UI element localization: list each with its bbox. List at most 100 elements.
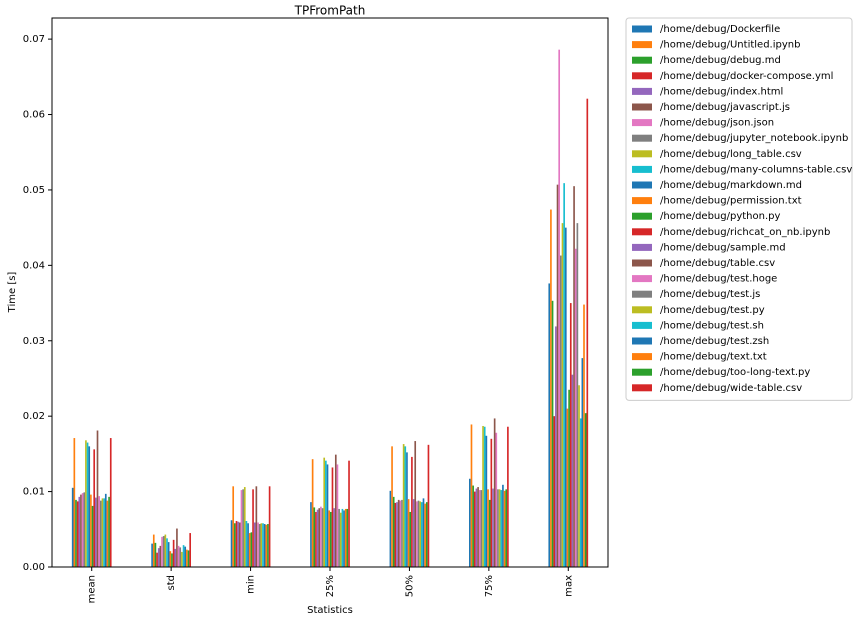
bar xyxy=(563,183,565,567)
bar xyxy=(311,459,314,567)
bar xyxy=(334,454,337,567)
legend-label: /home/debug/index.html xyxy=(660,86,783,97)
bar xyxy=(555,326,557,567)
bar xyxy=(189,533,191,567)
legend-swatch xyxy=(632,25,652,33)
bar xyxy=(310,502,312,567)
bar xyxy=(505,489,508,567)
bar xyxy=(71,487,74,567)
y-tick-label: 0.03 xyxy=(23,336,45,347)
bar xyxy=(235,520,238,567)
bar xyxy=(556,184,559,568)
legend-label: /home/debug/Untitled.ipynb xyxy=(660,40,800,51)
bar xyxy=(96,430,99,567)
legend-swatch xyxy=(632,87,652,95)
bar xyxy=(482,425,484,567)
bar xyxy=(472,485,474,567)
bar xyxy=(76,501,79,567)
bar xyxy=(104,493,107,567)
bar xyxy=(93,449,96,567)
bar xyxy=(558,49,561,567)
bar xyxy=(401,499,403,567)
bar xyxy=(325,460,327,567)
legend-swatch xyxy=(632,181,652,189)
bar xyxy=(318,508,321,567)
bar xyxy=(469,478,471,567)
bar xyxy=(85,440,87,567)
bar xyxy=(320,506,322,567)
bar xyxy=(483,426,486,567)
bar xyxy=(262,523,264,567)
bar xyxy=(409,511,412,567)
bar xyxy=(242,489,244,567)
legend-swatch xyxy=(632,290,652,298)
bar xyxy=(503,490,506,567)
legend-label: /home/debug/test.js xyxy=(660,289,760,300)
legend-label: /home/debug/test.sh xyxy=(660,320,764,331)
bar xyxy=(344,508,347,567)
bar xyxy=(492,488,494,567)
bar xyxy=(584,413,587,567)
y-tick-label: 0.02 xyxy=(23,411,45,422)
bar xyxy=(416,501,418,567)
bar xyxy=(156,552,158,567)
y-tick-label: 0.06 xyxy=(23,110,45,121)
x-tick-label: 50% xyxy=(404,575,415,597)
bar xyxy=(571,374,574,567)
bar xyxy=(177,545,180,567)
bar xyxy=(498,489,501,567)
legend-label: /home/debug/Dockerfile xyxy=(660,24,780,35)
bar xyxy=(159,545,162,567)
y-tick-label: 0.07 xyxy=(23,34,45,45)
bar xyxy=(495,432,498,567)
legend-swatch xyxy=(632,56,652,64)
bar xyxy=(487,489,489,567)
bar xyxy=(583,304,585,567)
bar xyxy=(315,511,317,567)
legend-label: /home/debug/wide-table.csv xyxy=(660,383,802,394)
bar xyxy=(268,486,271,567)
bar xyxy=(391,446,393,567)
legend-swatch xyxy=(632,384,652,392)
bar xyxy=(186,549,188,567)
bar xyxy=(566,408,569,567)
bar xyxy=(250,532,253,567)
bar xyxy=(313,507,316,567)
bar xyxy=(243,487,246,567)
bar xyxy=(475,488,478,567)
chart-title: TPFromPath xyxy=(294,4,366,18)
bar xyxy=(417,500,420,567)
legend-swatch xyxy=(632,119,652,127)
bar xyxy=(553,416,556,567)
bar xyxy=(232,486,235,567)
bar xyxy=(101,498,104,567)
legend-swatch xyxy=(632,72,652,80)
legend-swatch xyxy=(632,337,652,345)
bar xyxy=(238,522,241,567)
bar xyxy=(470,424,473,567)
bar xyxy=(551,300,554,567)
bar xyxy=(109,438,112,567)
x-tick-label: 75% xyxy=(484,575,495,597)
bar xyxy=(75,499,77,567)
bar xyxy=(477,487,479,567)
y-tick-label: 0.05 xyxy=(23,185,45,196)
legend-swatch xyxy=(632,353,652,361)
bar xyxy=(230,520,233,567)
bar xyxy=(397,499,400,567)
bar xyxy=(245,520,248,567)
bar xyxy=(248,533,251,567)
bar xyxy=(252,489,254,567)
bar xyxy=(389,490,392,567)
bar xyxy=(157,548,160,567)
bar xyxy=(78,496,81,567)
bar xyxy=(166,538,168,567)
bar xyxy=(267,524,269,567)
bar xyxy=(108,496,110,567)
bar xyxy=(255,486,258,567)
bar xyxy=(176,528,178,567)
bar xyxy=(343,510,345,567)
legend-label: /home/debug/javascript.js xyxy=(660,102,790,113)
x-tick-label: mean xyxy=(87,575,98,603)
legend-label: /home/debug/test.hoge xyxy=(660,274,777,285)
